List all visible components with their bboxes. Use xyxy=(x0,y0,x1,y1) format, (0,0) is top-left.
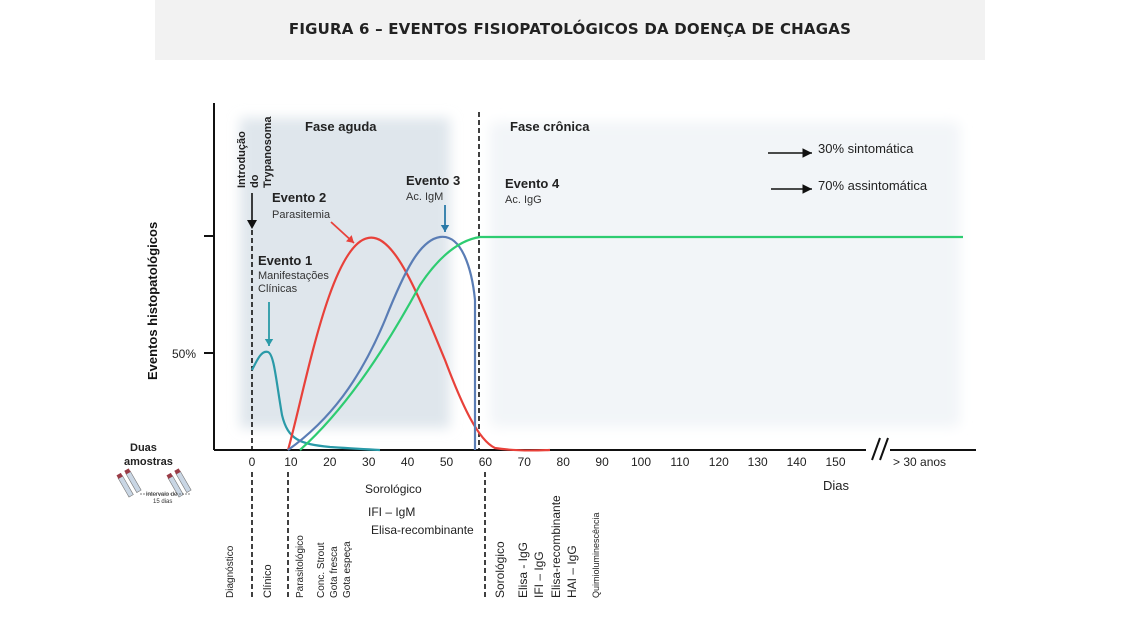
outcome-symptomatic: 30% sintomática xyxy=(768,141,914,158)
figure-title: FIGURA 6 – EVENTOS FISIOPATOLÓGICOS DA D… xyxy=(288,20,852,38)
event-3-subtitle: Ac. IgM xyxy=(406,191,443,203)
event-2-label: Evento 2 Parasitemia xyxy=(272,190,331,221)
event-1-title: Evento 1 xyxy=(258,253,312,268)
introduction-line-1: Introdução xyxy=(236,131,248,188)
samples-line-1: Duas xyxy=(130,442,157,454)
chronic-phase-label: Fase crônica xyxy=(510,119,590,134)
x-tick-label: 70 xyxy=(518,455,532,469)
igm-curve xyxy=(287,235,477,451)
introduction-line-2: do xyxy=(249,174,261,188)
outcome-label-1: 30% sintomática xyxy=(818,141,914,156)
sample-interval-line-2: 15 dias xyxy=(153,499,172,505)
x-axis-ticks: 0 10 20 30 40 50 60 70 80 90 100 110 120 130 140 150 xyxy=(249,455,846,469)
event-1-label: Evento 1 Manifestações Clínicas xyxy=(258,253,329,295)
diagnosis-column-text: Gota espeça xyxy=(342,541,353,598)
x-tick-label: 100 xyxy=(631,455,651,469)
x-tick-label: 0 xyxy=(249,455,256,469)
outcome-asymptomatic: 70% assintomática xyxy=(771,178,928,194)
event-1-arrow xyxy=(264,302,274,346)
axis-break-mark xyxy=(871,437,889,461)
x-tick-label: 110 xyxy=(670,455,689,469)
acute-serology-line-2: Elisa-recombinante xyxy=(371,523,474,537)
diagnosis-columns: Diagnóstico Clínico Parasitológico Conc. St… xyxy=(225,495,601,598)
samples-label: Duas amostras xyxy=(124,442,173,468)
x-tick-label: 40 xyxy=(401,455,415,469)
y-tick-50-label: 50% xyxy=(172,347,196,361)
chronic-phase-background xyxy=(490,122,960,427)
diagnosis-column-text: Clínico xyxy=(262,564,274,598)
diagnosis-column-text: Quimioluminescência xyxy=(591,512,601,598)
diagnosis-column-text: Elisa-recombinante xyxy=(549,495,563,598)
title-bar: FIGURA 6 – EVENTOS FISIOPATOLÓGICOS DA D… xyxy=(155,0,985,60)
x-tick-label: 60 xyxy=(479,455,493,469)
x-tick-label: 120 xyxy=(709,455,729,469)
x-axis-label: Dias xyxy=(823,478,850,493)
x-tick-label: 140 xyxy=(787,455,807,469)
diagnosis-column-text: Gota fresca xyxy=(329,546,340,598)
event-2-title: Evento 2 xyxy=(272,190,326,205)
x-tick-label: 80 xyxy=(557,455,571,469)
x-tick-label: 10 xyxy=(284,455,298,469)
diagnosis-column-text: Elisa - IgG xyxy=(516,542,530,598)
x-tick-label: 20 xyxy=(323,455,337,469)
introduction-arrowhead xyxy=(247,220,257,229)
event-arrows xyxy=(264,205,450,346)
sample-tubes-illustration: Intervalo de 15 dias xyxy=(116,468,192,505)
event-2-arrow xyxy=(330,221,355,244)
parasitemia-curve xyxy=(286,236,551,452)
x-tick-label: 150 xyxy=(825,455,845,469)
igg-curve xyxy=(299,235,963,451)
event-3-title: Evento 3 xyxy=(406,173,460,188)
sample-interval-line-1: Intervalo de xyxy=(146,492,178,498)
clinical-curve xyxy=(251,350,381,452)
acute-phase-label: Fase aguda xyxy=(305,119,377,134)
acute-serology-line-1: IFI – IgM xyxy=(368,505,415,519)
diagnosis-column-text: Parasitológico xyxy=(295,535,306,598)
acute-serology-title: Sorológico xyxy=(365,482,422,496)
diagnosis-column-text: Conc. Strout xyxy=(316,542,327,598)
event-4-subtitle: Ac. IgG xyxy=(505,194,542,206)
event-4-title: Evento 4 xyxy=(505,176,560,191)
x-tick-label: 50 xyxy=(440,455,454,469)
event-1-subtitle-1: Manifestações xyxy=(258,270,329,282)
outcome-label-2: 70% assintomática xyxy=(818,178,928,193)
event-4-label: Evento 4 Ac. IgG xyxy=(505,176,560,206)
diagnosis-column-text: Diagnóstico xyxy=(225,545,236,598)
x-tick-label: 130 xyxy=(748,455,768,469)
event-3-arrow xyxy=(440,205,450,232)
event-curves xyxy=(251,235,963,452)
introduction-label: Introdução do Trypanosoma xyxy=(236,116,274,188)
event-1-subtitle-2: Clínicas xyxy=(258,283,298,295)
samples-line-2: amostras xyxy=(124,456,173,468)
diagnosis-column-text: IFI – IgG xyxy=(532,551,546,598)
diagnosis-column-text: Sorológico xyxy=(493,541,507,598)
event-2-subtitle: Parasitemia xyxy=(272,209,331,221)
x-tick-label: 30 xyxy=(362,455,376,469)
x-axis-break-label: > 30 anos xyxy=(893,455,946,469)
diagnosis-column-text: HAI – IgG xyxy=(565,545,579,598)
event-3-label: Evento 3 Ac. IgM xyxy=(406,173,460,203)
x-tick-label: 90 xyxy=(595,455,609,469)
introduction-line-3: Trypanosoma xyxy=(262,116,274,188)
y-axis-label: Eventos histopatológicos xyxy=(145,222,160,380)
